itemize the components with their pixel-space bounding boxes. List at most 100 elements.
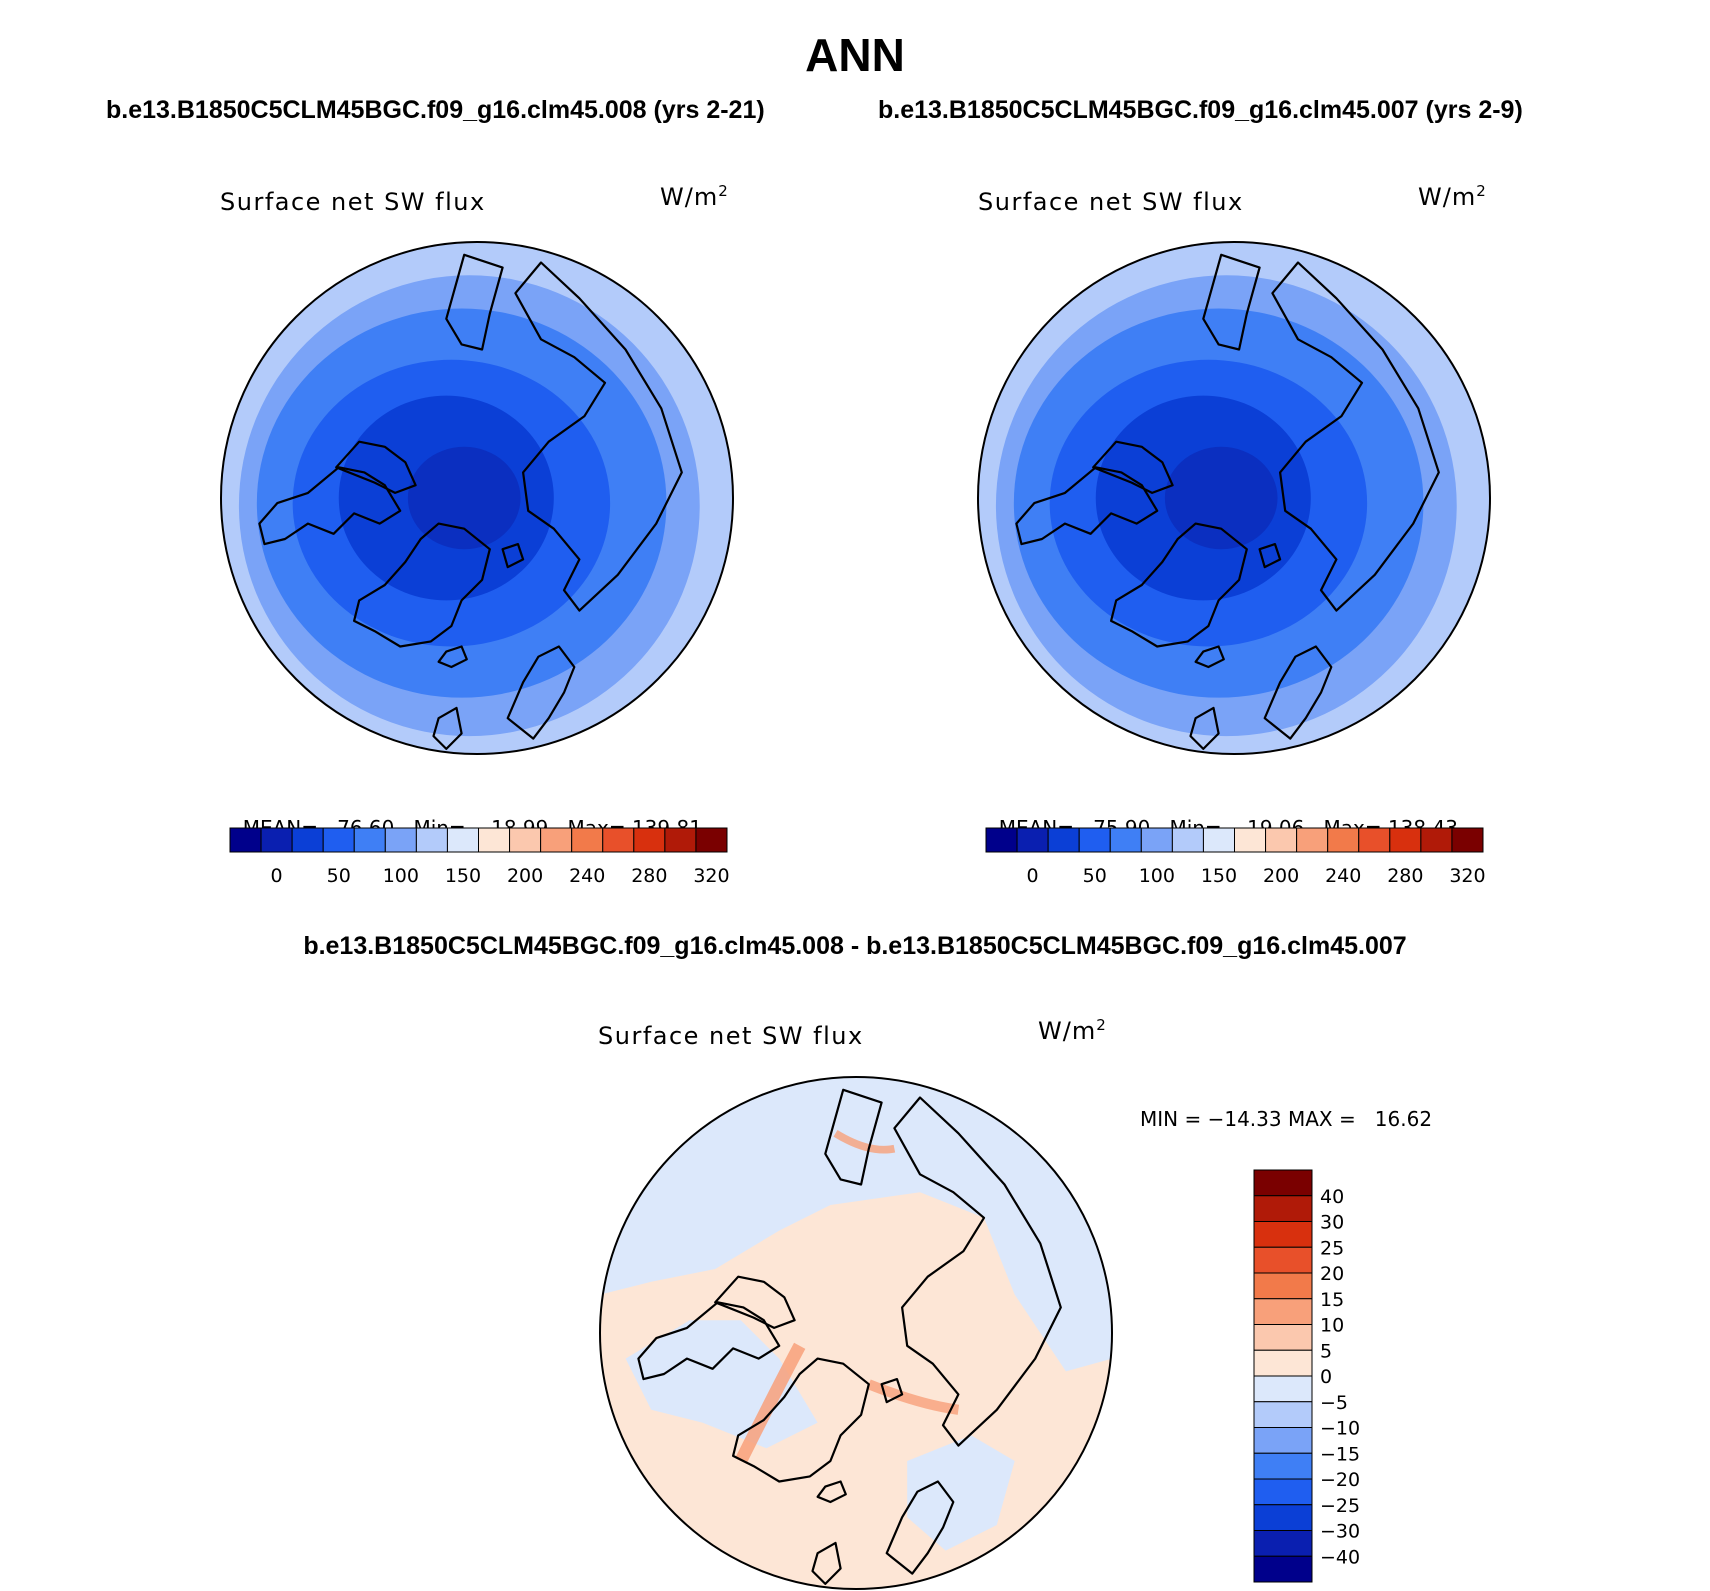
coastline-scandinavia — [885, 1480, 955, 1575]
colorbar-tick-label: −5 — [1320, 1392, 1348, 1414]
colorbar-right: 0 50 100 150 200 240 280 320 — [985, 827, 1486, 887]
colorbar-tick-label: 200 — [507, 865, 543, 887]
colorbar-difference: 40 30 25 20 15 10 5 0 −5 −10 −15 −20 −25 −30 −40 — [1253, 1169, 1360, 1583]
colorbar-swatch — [602, 827, 635, 853]
colorbar-tick-label: 15 — [1320, 1289, 1344, 1311]
field-negative-region-2 — [907, 1435, 1015, 1551]
diff-variable-title: Surface net SW flux — [598, 1022, 864, 1050]
colorbar-swatch — [1171, 827, 1204, 853]
colorbar-swatch — [695, 827, 728, 853]
coastline-iceland — [437, 645, 468, 669]
coastline-siberia — [1271, 261, 1440, 612]
colorbar-swatch — [509, 827, 542, 853]
colorbar-swatch — [1047, 827, 1080, 853]
colorbar-swatch — [291, 827, 324, 853]
colorbar-swatch — [1202, 827, 1235, 853]
coastline-britain — [1189, 706, 1220, 751]
map-border — [977, 241, 1491, 755]
coastline-greenland — [1109, 522, 1248, 648]
colorbar-swatch — [229, 827, 262, 853]
map-field — [978, 242, 1490, 754]
colorbar-tick-label: 280 — [1387, 865, 1423, 887]
colorbar-tick-label: 30 — [1320, 1212, 1344, 1234]
colorbar-tick-label: 150 — [1201, 865, 1237, 887]
map-field — [600, 1077, 1112, 1589]
colorbar-tick-label: 40 — [1320, 1186, 1344, 1208]
colorbar-swatch — [1296, 827, 1329, 853]
colorbar-tick-label: 280 — [631, 865, 667, 887]
coastline-siberia — [893, 1096, 1062, 1447]
coastline-canada — [1015, 466, 1159, 546]
diff-minmax: MIN = −14.33 MAX = 16.62 — [1140, 1107, 1433, 1131]
colorbar-tick-label: 240 — [1325, 865, 1361, 887]
coastline-alaska — [445, 253, 504, 351]
colorbar-swatch — [1253, 1452, 1313, 1480]
colorbar-tick-label: 50 — [327, 865, 351, 887]
diff-units: W/m2 — [1038, 1016, 1107, 1045]
panel-right-units: W/m2 — [1418, 182, 1487, 211]
colorbar-swatch — [664, 827, 697, 853]
colorbar-tick-label: 150 — [445, 865, 481, 887]
coastline-iceland — [1194, 645, 1225, 669]
map-border — [220, 241, 734, 755]
colorbar-swatch — [1253, 1478, 1313, 1506]
case-title-left: b.e13.B1850C5CLM45BGC.f09_g16.clm45.008 … — [106, 96, 765, 124]
colorbar-tick-label: 320 — [1449, 865, 1485, 887]
colorbar-swatch — [633, 827, 666, 853]
colorbar-swatch — [1327, 827, 1360, 853]
field-pole-cap — [407, 446, 521, 550]
colorbar-tick-label: −20 — [1320, 1469, 1360, 1491]
colorbar-swatch — [260, 827, 293, 853]
colorbar-swatch — [985, 827, 1018, 853]
colorbar-swatch — [1253, 1555, 1313, 1583]
coastline-svalbard — [501, 542, 525, 569]
colorbar-swatch — [1253, 1272, 1313, 1300]
coastline-iceland — [816, 1480, 847, 1504]
colorbar-swatch — [1253, 1401, 1313, 1428]
coastline-scandinavia — [1263, 645, 1333, 740]
colorbar-tick-label: −10 — [1320, 1418, 1360, 1440]
colorbar-tick-label: 100 — [383, 865, 419, 887]
colorbar-swatch — [353, 827, 386, 853]
colorbar-tick-label: 50 — [1083, 865, 1107, 887]
colorbar-tick-label: 0 — [1320, 1366, 1332, 1388]
colorbar-swatch — [1253, 1221, 1313, 1248]
colorbar-swatch — [1253, 1324, 1313, 1351]
colorbar-tick-label: 25 — [1320, 1237, 1344, 1259]
colorbar-tick-label: 240 — [569, 865, 605, 887]
colorbar-swatch — [478, 827, 511, 853]
coastlines — [637, 1088, 1062, 1586]
colorbar-tick-label: 0 — [271, 865, 283, 887]
colorbar-left: 0 50 100 150 200 240 280 320 — [229, 827, 730, 887]
colorbar-swatch — [1253, 1530, 1313, 1557]
colorbar-swatch — [1253, 1349, 1313, 1377]
colorbar-swatch — [1140, 827, 1173, 853]
coastline-britain — [432, 706, 463, 751]
coastline-canada — [258, 466, 402, 546]
map-panel-left — [220, 241, 734, 755]
coastline-siberia — [514, 261, 683, 612]
colorbar-swatch — [1358, 827, 1391, 853]
map-panel-difference — [599, 1076, 1113, 1590]
panel-right-variable-title: Surface net SW flux — [978, 188, 1244, 216]
colorbar-swatch — [571, 827, 604, 853]
coastline-canada — [637, 1301, 781, 1381]
panel-left-units: W/m2 — [660, 182, 729, 211]
coastlines — [1015, 253, 1440, 751]
colorbar-swatch — [540, 827, 573, 853]
colorbar-swatch — [1253, 1375, 1313, 1403]
colorbar-swatch — [415, 827, 448, 853]
coastline-svalbard — [880, 1377, 904, 1404]
colorbar-swatch — [1451, 827, 1484, 853]
coastline-alaska — [1202, 253, 1261, 351]
coastlines — [258, 253, 683, 751]
case-title-right: b.e13.B1850C5CLM45BGC.f09_g16.clm45.007 … — [878, 96, 1523, 124]
colorbar-swatch — [1253, 1427, 1313, 1454]
colorbar-tick-label: 20 — [1320, 1263, 1344, 1285]
colorbar-tick-label: −40 — [1320, 1546, 1360, 1568]
map-border — [599, 1076, 1113, 1590]
map-field — [221, 242, 733, 754]
coastline-alaska — [824, 1088, 883, 1186]
field-pole-cap — [1164, 446, 1278, 550]
colorbar-swatch — [384, 827, 417, 853]
